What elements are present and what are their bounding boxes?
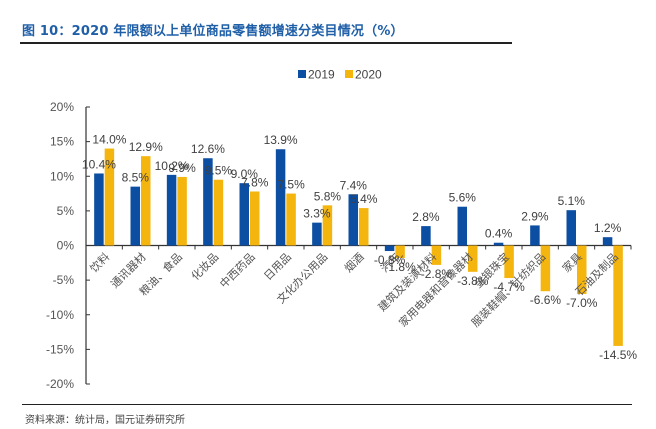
- legend-label-2019: 2019: [308, 68, 335, 82]
- bar-2020: [577, 245, 587, 294]
- data-label-2019: 8.5%: [122, 171, 150, 185]
- category-label: 日用品: [261, 250, 294, 283]
- data-label-2020: 5.8%: [314, 189, 342, 203]
- legend-swatch-2020: [345, 70, 353, 78]
- data-label-2020: 9.9%: [168, 161, 196, 175]
- y-tick-label: -5%: [53, 273, 75, 287]
- data-label-2019: 2.8%: [412, 210, 440, 224]
- data-label-2019: 3.3%: [303, 207, 331, 221]
- data-label-2020: 7.5%: [277, 178, 305, 192]
- bars: [94, 148, 623, 346]
- legend: 2019 2020: [298, 68, 382, 82]
- data-label-2019: 7.4%: [340, 178, 368, 192]
- bar-2020: [177, 176, 187, 246]
- bar-2020: [359, 208, 369, 246]
- bar-2019: [457, 206, 467, 246]
- y-tick-label: 10%: [50, 169, 74, 183]
- bar-2020: [395, 245, 405, 258]
- y-tick-label: 0%: [57, 239, 75, 253]
- y-tick-label: -10%: [46, 308, 74, 322]
- data-label-2020: -1.8%: [384, 260, 416, 274]
- y-tick-label: 15%: [50, 135, 74, 149]
- bar-2020: [540, 245, 551, 292]
- data-label-2019: 10.4%: [82, 157, 116, 171]
- figure-title: 图 10：2020 年限额以上单位商品零售额增速分类目情况（%）: [22, 24, 404, 39]
- y-tick-label: 5%: [57, 204, 75, 218]
- legend-swatch-2019: [298, 70, 306, 78]
- data-label-2020: -4.7%: [493, 280, 525, 294]
- title-divider: [20, 42, 512, 44]
- legend-label-2020: 2020: [355, 68, 382, 82]
- bar-2019: [94, 173, 104, 246]
- value-labels: 10.4% 8.5% 10.2%12.6% 9.0% 13.9% 3.3% 7.4% -0.8…: [82, 133, 638, 362]
- data-label-2019: -0.8%: [374, 253, 406, 267]
- category-label: 化妆品: [188, 250, 221, 283]
- bar-2020: [141, 156, 151, 246]
- bar-2019: [348, 194, 358, 246]
- bar-2020: [104, 148, 115, 246]
- data-label-2020: 7.8%: [241, 175, 269, 189]
- bar-2019: [530, 225, 540, 246]
- data-label-2019: 12.6%: [191, 142, 225, 156]
- data-label-2019: 10.2%: [155, 159, 189, 173]
- bar-2020: [431, 245, 442, 265]
- footer-divider: [22, 404, 632, 405]
- bar-2019: [602, 237, 613, 246]
- y-axis: 20% 15% 10% 5% 0% -5% -10% -15% -20%: [46, 100, 90, 391]
- bar-2020: [613, 245, 623, 346]
- bar-2019: [239, 183, 249, 246]
- bar-2019: [275, 149, 286, 246]
- bar-2020: [322, 205, 333, 246]
- bar-2020: [213, 179, 224, 246]
- data-label-2019: 0.4%: [485, 227, 513, 241]
- data-label-2020: 9.5%: [205, 164, 233, 178]
- bar-2019: [421, 226, 431, 246]
- y-tick-label: 20%: [50, 100, 74, 114]
- data-label-2020: -2.8%: [421, 267, 453, 281]
- bar-2019: [566, 210, 576, 246]
- data-label-2019: 2.9%: [521, 209, 549, 223]
- bar-2020: [504, 245, 514, 279]
- category-label: 中西药品: [217, 250, 257, 290]
- data-label-2020: -3.8%: [457, 274, 489, 288]
- data-label-2019: 1.2%: [594, 221, 622, 235]
- bar-2019: [130, 186, 140, 246]
- bar-2019: [493, 242, 504, 246]
- category-label: 饮料: [87, 250, 112, 275]
- data-label-2019: 13.9%: [264, 133, 298, 147]
- data-label-2020: -6.6%: [530, 293, 562, 307]
- bar-2020: [468, 245, 478, 272]
- bar-2019: [166, 174, 177, 246]
- bar-2019: [312, 222, 322, 246]
- y-tick-label: -15%: [46, 342, 74, 356]
- data-label-2020: -7.0%: [566, 296, 598, 310]
- data-label-2019: 9.0%: [231, 167, 259, 181]
- data-label-2020: 12.9%: [129, 140, 163, 154]
- data-label-2020: 14.0%: [92, 133, 126, 147]
- bar-2019: [203, 158, 213, 246]
- x-axis: [85, 244, 632, 250]
- source-note: 资料来源：统计局，国元证券研究所: [25, 415, 185, 426]
- bar-2019: [384, 245, 395, 252]
- data-label-2020: 5.4%: [350, 192, 378, 206]
- data-label-2020: -14.5%: [599, 348, 637, 362]
- data-label-2019: 5.6%: [449, 191, 477, 205]
- y-tick-label: -20%: [46, 377, 74, 391]
- bar-2020: [250, 191, 260, 246]
- data-label-2019: 5.1%: [558, 194, 586, 208]
- bar-2020: [286, 193, 296, 246]
- category-label: 烟酒: [341, 250, 366, 275]
